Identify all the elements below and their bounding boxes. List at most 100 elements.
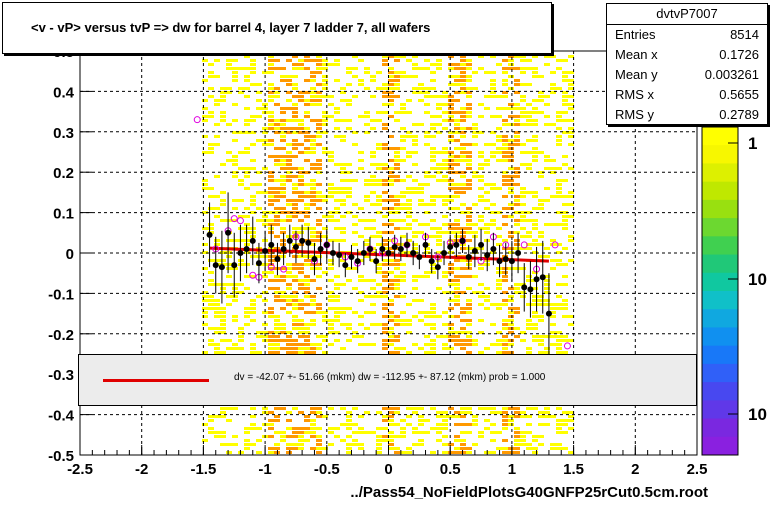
x-tick-label: -1	[258, 461, 271, 478]
color-scale-label: 10	[748, 405, 767, 424]
data-point	[317, 245, 324, 252]
plot-title: <v - vP> versus tvP => dw for barrel 4, …	[31, 20, 431, 35]
data-point	[348, 254, 355, 261]
data-point	[459, 237, 466, 244]
data-point	[465, 254, 472, 261]
y-tick-label: -0.5	[48, 448, 74, 465]
data-point	[453, 241, 460, 248]
stats-row: RMS x 0.5655	[615, 87, 759, 102]
data-point	[336, 252, 343, 259]
data-point	[539, 274, 546, 281]
color-scale-band	[702, 291, 738, 310]
color-scale-band	[702, 382, 738, 401]
data-point	[373, 258, 380, 265]
data-point	[225, 229, 232, 236]
y-tick-label: -0.2	[48, 327, 74, 344]
data-point	[422, 241, 429, 248]
y-tick-label: 0	[66, 246, 74, 263]
data-point	[447, 243, 454, 250]
color-scale-band	[702, 345, 738, 365]
color-scale-band	[702, 363, 738, 383]
data-point	[521, 284, 528, 291]
axes: -2.5 -2 -1.5 -1 -0.5 0 0.5 1 1.5 2 2.5 -0.5 -0.4 -0.3…	[48, 44, 707, 478]
data-point	[268, 241, 275, 248]
data-point	[404, 241, 411, 248]
color-scale-band	[702, 218, 738, 237]
color-scale: 1 10 10	[701, 126, 767, 456]
legend-line-swatch	[103, 379, 209, 382]
fit-legend: dv = -42.07 +- 51.66 (mkm) dw = -112.95 …	[78, 354, 697, 406]
data-point	[533, 276, 540, 283]
color-scale-label: 1	[748, 134, 757, 153]
x-tick-label: 0	[384, 461, 392, 478]
data-point	[508, 258, 515, 265]
color-scale-band	[702, 400, 738, 420]
open-point	[520, 241, 528, 249]
data-point	[342, 262, 349, 269]
data-point	[484, 252, 491, 259]
color-scale-band	[702, 327, 738, 347]
open-point	[236, 217, 244, 225]
data-point	[299, 237, 306, 244]
stats-row: RMS y 0.2789	[615, 107, 759, 122]
color-scale-band	[702, 418, 738, 438]
data-point	[502, 256, 509, 263]
y-tick-label: 0.2	[53, 165, 74, 182]
data-point	[416, 254, 423, 261]
data-point	[243, 245, 250, 252]
data-point	[274, 256, 281, 263]
color-scale-band	[702, 163, 738, 183]
data-point	[391, 243, 398, 250]
color-scale-band	[702, 272, 738, 292]
data-point	[379, 245, 386, 252]
data-point	[354, 258, 361, 265]
y-tick-label: -0.1	[48, 286, 74, 303]
data-point	[231, 262, 238, 269]
stats-box: dvtvP7007 Entries 8514 Mean x 0.1726 Mean …	[606, 3, 768, 125]
x-tick-label: -2	[135, 461, 148, 478]
x-tick-label: 1	[508, 461, 516, 478]
x-tick-label: 1.5	[563, 461, 584, 478]
y-tick-label: 0.4	[53, 84, 75, 101]
data-point	[292, 243, 299, 250]
data-point	[397, 245, 404, 252]
x-tick-label: -1.5	[190, 461, 216, 478]
data-point	[305, 239, 312, 246]
data-point	[410, 250, 417, 256]
x-axis-label: ../Pass54_NoFieldPlotsG40GNFP25rCut0.5cm…	[350, 484, 708, 501]
open-point	[280, 265, 288, 273]
color-scale-band	[702, 309, 738, 328]
color-scale-band	[702, 236, 738, 256]
color-scale-band	[702, 145, 738, 164]
color-scale-frame	[701, 126, 739, 456]
color-scale-label: 10	[748, 270, 767, 289]
color-scale-band	[702, 436, 738, 456]
data-point	[527, 286, 534, 293]
open-point	[230, 215, 238, 223]
data-point	[255, 260, 262, 267]
data-point	[360, 250, 367, 256]
stats-row: Mean x 0.1726	[615, 47, 759, 62]
stats-name: dvtvP7007	[607, 4, 767, 25]
data-point	[249, 237, 256, 244]
y-tick-label: -0.4	[48, 408, 75, 425]
color-scale-band	[702, 199, 738, 219]
color-scale-band	[702, 127, 738, 146]
data-point	[478, 241, 485, 248]
data-point	[323, 241, 330, 248]
x-tick-label: 0.5	[440, 461, 461, 478]
data-point	[496, 258, 503, 265]
data-point	[515, 250, 522, 256]
x-tick-label: -0.5	[314, 461, 340, 478]
data-point	[545, 310, 552, 317]
legend-text: dv = -42.07 +- 51.66 (mkm) dw = -112.95 …	[234, 372, 546, 383]
y-tick-label: -0.3	[48, 367, 74, 384]
open-point	[563, 342, 571, 350]
data-point	[286, 237, 293, 244]
data-point	[434, 264, 441, 271]
x-tick-label: 2	[631, 461, 639, 478]
color-scale-band	[702, 181, 738, 201]
data-point	[206, 231, 213, 238]
data-point	[490, 245, 497, 252]
data-point	[311, 256, 318, 263]
